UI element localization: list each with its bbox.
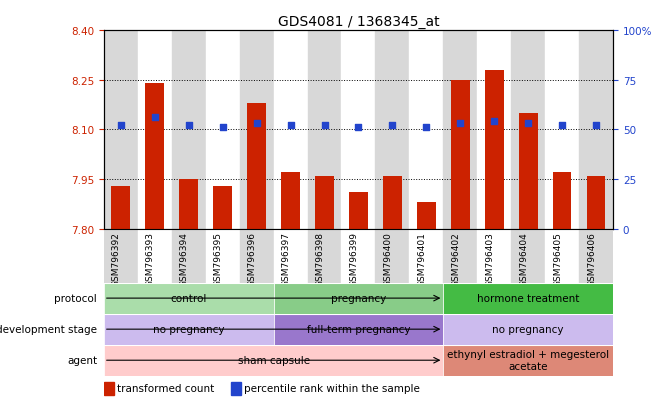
Text: agent: agent — [67, 355, 97, 366]
Text: GSM796393: GSM796393 — [146, 232, 155, 287]
Text: GSM796400: GSM796400 — [383, 232, 393, 287]
Point — [489, 119, 500, 126]
Bar — [417, 203, 436, 229]
Point — [353, 125, 364, 131]
Bar — [375, 31, 409, 229]
Text: pregnancy: pregnancy — [331, 293, 386, 304]
Point — [319, 123, 330, 129]
Point — [387, 123, 398, 129]
Bar — [545, 31, 579, 229]
Text: GSM796392: GSM796392 — [112, 232, 121, 287]
Bar — [444, 345, 613, 376]
Bar — [104, 345, 444, 376]
Point — [285, 123, 296, 129]
Text: GSM796395: GSM796395 — [214, 232, 222, 287]
Text: GSM796404: GSM796404 — [519, 232, 528, 287]
Text: GSM796402: GSM796402 — [452, 232, 460, 287]
Bar — [273, 31, 308, 229]
Bar — [485, 71, 504, 229]
Text: percentile rank within the sample: percentile rank within the sample — [244, 383, 419, 393]
Bar — [383, 176, 402, 229]
Text: development stage: development stage — [0, 324, 97, 335]
Bar — [104, 382, 114, 395]
Text: no pregnancy: no pregnancy — [153, 324, 224, 335]
Bar — [104, 314, 273, 345]
Bar — [172, 229, 206, 283]
Bar — [213, 186, 232, 229]
Bar — [206, 31, 240, 229]
Bar — [145, 84, 164, 229]
Point — [251, 121, 262, 128]
Bar — [247, 104, 266, 229]
Point — [217, 125, 228, 131]
Bar — [409, 229, 444, 283]
Text: GSM796403: GSM796403 — [485, 232, 494, 287]
Bar — [180, 180, 198, 229]
Bar — [281, 173, 300, 229]
Text: GSM796399: GSM796399 — [350, 232, 358, 287]
Point — [421, 125, 431, 131]
Bar — [545, 229, 579, 283]
Point — [184, 123, 194, 129]
Point — [115, 123, 126, 129]
Bar — [444, 229, 477, 283]
Bar — [342, 229, 375, 283]
Text: GSM796405: GSM796405 — [553, 232, 562, 287]
Bar — [104, 31, 138, 229]
Bar — [511, 31, 545, 229]
Bar — [111, 186, 130, 229]
Bar — [342, 31, 375, 229]
Bar — [587, 176, 606, 229]
Text: GSM796401: GSM796401 — [417, 232, 426, 287]
Bar — [273, 314, 444, 345]
Bar — [444, 283, 613, 314]
Bar — [579, 229, 613, 283]
Bar — [138, 31, 172, 229]
Text: control: control — [171, 293, 207, 304]
Text: sham capsule: sham capsule — [238, 355, 310, 366]
Text: no pregnancy: no pregnancy — [492, 324, 564, 335]
Bar — [477, 229, 511, 283]
Bar — [451, 81, 470, 229]
Text: GSM796397: GSM796397 — [281, 232, 291, 287]
Bar — [206, 229, 240, 283]
Text: ethynyl estradiol + megesterol
acetate: ethynyl estradiol + megesterol acetate — [447, 349, 609, 371]
Bar — [409, 31, 444, 229]
Point — [557, 123, 567, 129]
Bar — [519, 114, 537, 229]
Bar — [172, 31, 206, 229]
Bar — [579, 31, 613, 229]
Point — [591, 123, 602, 129]
Bar — [240, 229, 273, 283]
Bar — [308, 31, 342, 229]
Text: GSM796406: GSM796406 — [587, 232, 596, 287]
Bar — [477, 31, 511, 229]
Bar — [273, 283, 444, 314]
Bar — [511, 229, 545, 283]
Text: full-term pregnancy: full-term pregnancy — [307, 324, 410, 335]
Bar — [553, 173, 572, 229]
Title: GDS4081 / 1368345_at: GDS4081 / 1368345_at — [277, 14, 440, 28]
Bar — [308, 229, 342, 283]
Bar — [138, 229, 172, 283]
Bar — [315, 176, 334, 229]
Text: GSM796398: GSM796398 — [316, 232, 324, 287]
Bar — [104, 229, 138, 283]
Point — [523, 121, 533, 128]
Bar — [240, 31, 273, 229]
Text: GSM796394: GSM796394 — [180, 232, 189, 287]
Point — [149, 115, 160, 121]
Bar — [104, 283, 273, 314]
Text: transformed count: transformed count — [117, 383, 214, 393]
Bar — [273, 229, 308, 283]
Point — [455, 121, 466, 128]
Text: hormone treatment: hormone treatment — [477, 293, 580, 304]
Bar — [231, 382, 241, 395]
Bar — [444, 31, 477, 229]
Bar — [349, 193, 368, 229]
Bar — [444, 314, 613, 345]
Text: protocol: protocol — [54, 293, 97, 304]
Bar — [375, 229, 409, 283]
Text: GSM796396: GSM796396 — [248, 232, 257, 287]
